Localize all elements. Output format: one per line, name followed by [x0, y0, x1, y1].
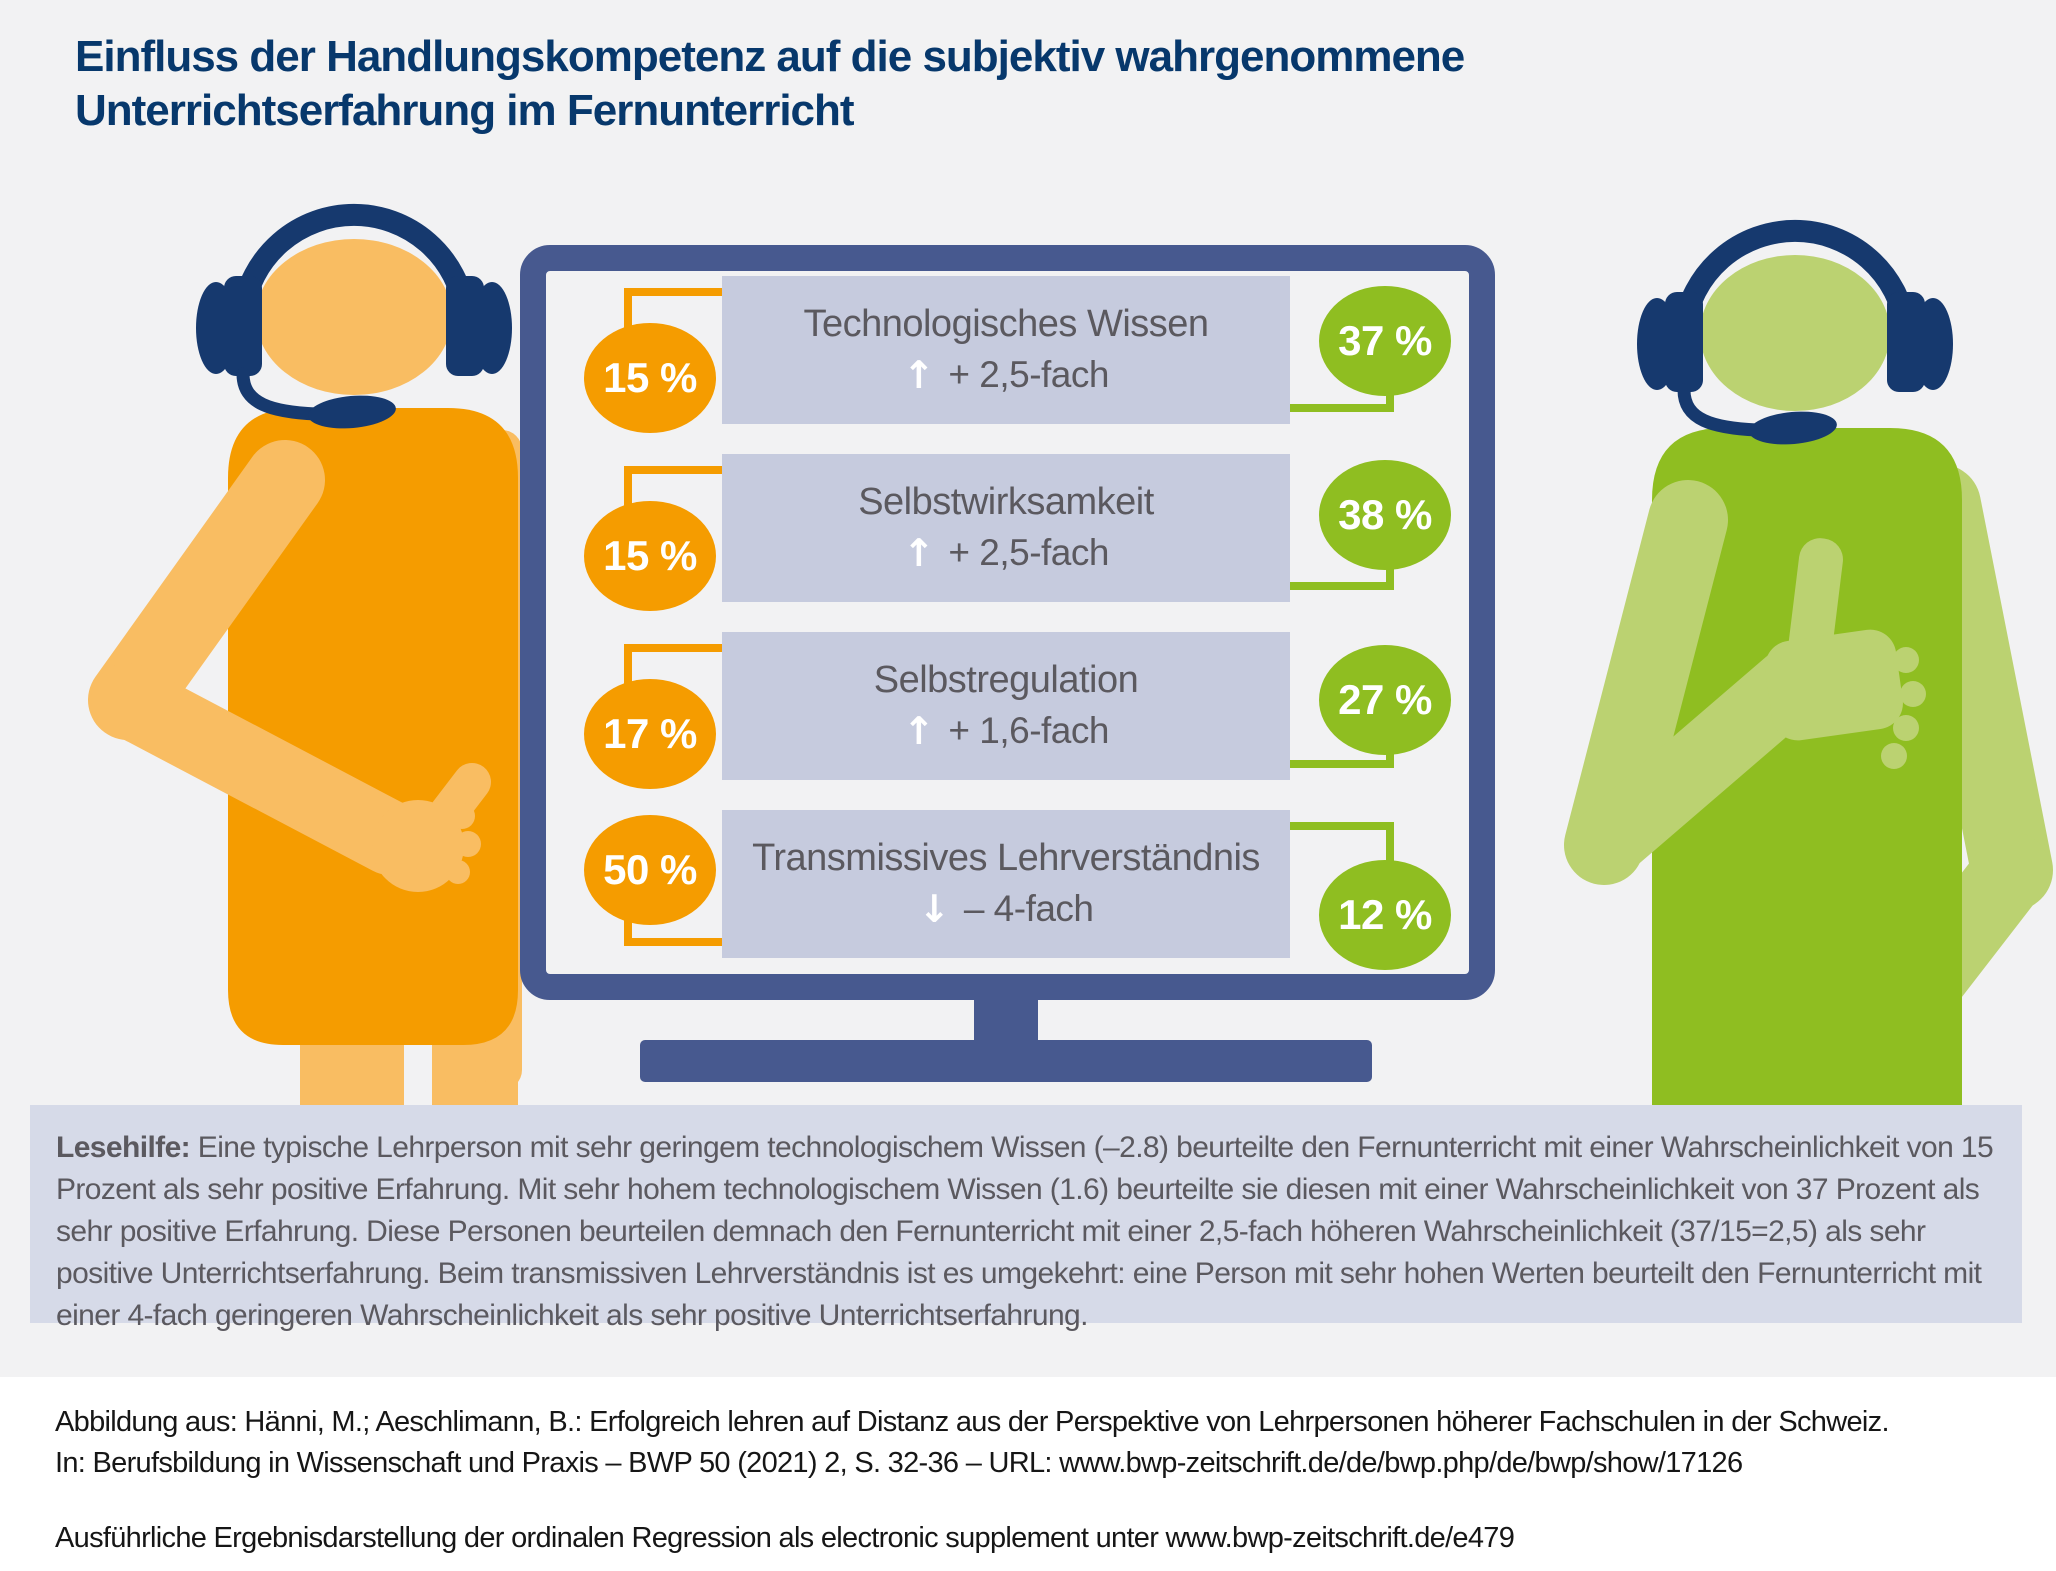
- page-title: Einfluss der Handlungskompetenz auf die …: [75, 30, 1775, 138]
- arrow-down-icon: ↓: [918, 886, 950, 931]
- orange-forearm: [91, 663, 427, 875]
- figures-illustration: [88, 204, 2053, 1110]
- green-torso: [1652, 428, 1962, 1110]
- lesehilfe-box: Lesehilfe: Eine typische Lehrperson mit …: [30, 1105, 2022, 1332]
- probability-bubble-after: 12 %: [1319, 860, 1451, 970]
- microphone-icon: [308, 395, 396, 429]
- factor-label: Selbstregulation: [873, 658, 1139, 701]
- factor-change: + 2,5-fach: [948, 531, 1109, 573]
- probability-bubble-before: 17 %: [584, 679, 716, 789]
- microphone-icon: [1749, 411, 1837, 445]
- arrow-up-icon: ↑: [903, 530, 935, 575]
- page-title-line2: Unterrichtserfahrung im Fernunterricht: [75, 86, 855, 135]
- green-palm: [1765, 629, 1903, 741]
- orange-thumb: [401, 763, 491, 869]
- factor-change-line: ↓ – 4-fach: [918, 886, 1094, 931]
- lesehilfe-text: Eine typische Lehrperson mit sehr gering…: [56, 1131, 1994, 1332]
- factor-label: Selbstwirksamkeit: [858, 480, 1154, 523]
- page-title-line1: Einfluss der Handlungskompetenz auf die …: [75, 32, 1465, 81]
- factor-box-technologisches-wissen: Technologisches Wissen ↑ + 2,5-fach: [722, 276, 1290, 424]
- arrow-up-icon: ↑: [903, 352, 935, 397]
- supplement-note: Ausführliche Ergebnisdarstellung der ord…: [55, 1522, 1515, 1554]
- orange-torso: [228, 408, 518, 1045]
- arrow-up-icon: ↑: [903, 708, 935, 753]
- probability-bubble-after: 37 %: [1319, 286, 1451, 396]
- citation-line1: Abbildung aus: Hänni, M.; Aeschlimann, B…: [55, 1406, 1890, 1438]
- green-head: [1700, 255, 1890, 411]
- citation-line2: In: Berufsbildung in Wissenschaft und Pr…: [55, 1447, 1743, 1479]
- lesehilfe-lead: Lesehilfe:: [56, 1131, 191, 1164]
- headset-icon: [1637, 220, 1953, 445]
- factor-change-line: ↑ + 2,5-fach: [903, 531, 1109, 575]
- probability-bubble-before: 50 %: [584, 815, 716, 925]
- microphone-boom: [236, 367, 323, 421]
- green-thumbs-up-hand: [1765, 538, 1926, 769]
- probability-bubble-before: 15 %: [584, 501, 716, 611]
- factor-change: + 1,6-fach: [948, 709, 1109, 751]
- factor-change-line: ↑ + 2,5-fach: [903, 353, 1109, 397]
- factor-change: – 4-fach: [963, 887, 1094, 929]
- teacher-figure-orange: [88, 204, 522, 1110]
- monitor-stand-base: [640, 1040, 1372, 1082]
- microphone-boom: [1677, 383, 1764, 437]
- orange-head: [256, 239, 452, 395]
- teacher-figure-green: [1564, 220, 2053, 1110]
- green-forearm: [1567, 648, 1827, 882]
- factor-label: Transmissives Lehrverständnis: [752, 836, 1260, 879]
- factor-change: + 2,5-fach: [948, 353, 1109, 395]
- headset-icon: [196, 204, 512, 429]
- probability-bubble-after: 38 %: [1319, 460, 1451, 570]
- factor-box-transmissives-lehrverstaendnis: Transmissives Lehrverständnis ↓ – 4-fach: [722, 810, 1290, 958]
- factor-label: Technologisches Wissen: [803, 302, 1209, 345]
- factor-box-selbstwirksamkeit: Selbstwirksamkeit ↑ + 2,5-fach: [722, 454, 1290, 602]
- probability-bubble-after: 27 %: [1319, 645, 1451, 755]
- monitor-stand-neck: [974, 998, 1038, 1042]
- probability-bubble-before: 15 %: [584, 323, 716, 433]
- factor-change-line: ↑ + 1,6-fach: [903, 709, 1109, 753]
- factor-box-selbstregulation: Selbstregulation ↑ + 1,6-fach: [722, 632, 1290, 780]
